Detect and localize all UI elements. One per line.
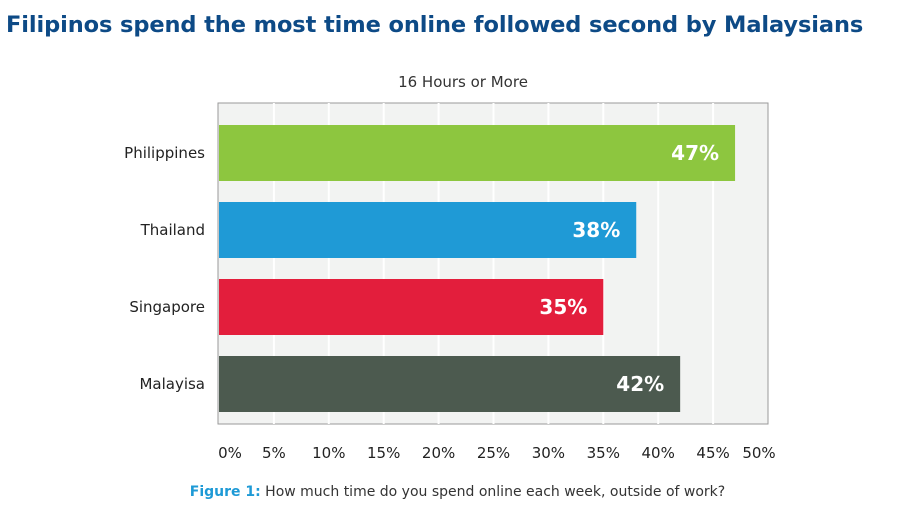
x-tick-label: 35% [587,444,620,462]
bar [219,125,736,181]
category-label: Malayisa [139,375,205,393]
bar [219,279,604,335]
figure-caption-text: How much time do you spend online each w… [265,484,726,500]
x-tick-label: 15% [367,444,400,462]
bar [219,356,681,412]
category-labels: Philippines Thailand Singapore Malayisa [124,144,205,393]
bar-value-label: 42% [616,372,664,396]
bar [219,202,637,258]
category-label: Singapore [129,298,205,316]
bars: 47% 38% 35% 42% [219,125,736,412]
x-tick-label: 5% [262,444,286,462]
x-tick-label: 50% [742,444,775,462]
x-tick-label: 40% [642,444,675,462]
x-tick-label: 20% [422,444,455,462]
x-tick-label: 25% [477,444,510,462]
bar-value-label: 38% [572,218,620,242]
figure-label: Figure 1: [189,484,261,500]
figure-caption: Figure 1: How much time do you spend onl… [0,484,915,500]
x-tick-label: 45% [696,444,729,462]
x-tick-label: 10% [312,444,345,462]
x-tick-label: 30% [532,444,565,462]
category-label: Thailand [140,221,205,239]
x-tick-label: 0% [218,444,242,462]
category-label: Philippines [124,144,205,162]
bar-value-label: 47% [671,141,719,165]
chart-title: 16 Hours or More [398,73,528,91]
bar-value-label: 35% [539,295,587,319]
page-title: Filipinos spend the most time online fol… [6,12,864,38]
bar-chart: 16 Hours or More 47% 38% 35% 42% Philippine… [124,73,776,462]
x-axis-ticks: 0% 5% 10% 15% 20% 25% 30% 35% 40% 45% 50% [218,444,776,462]
